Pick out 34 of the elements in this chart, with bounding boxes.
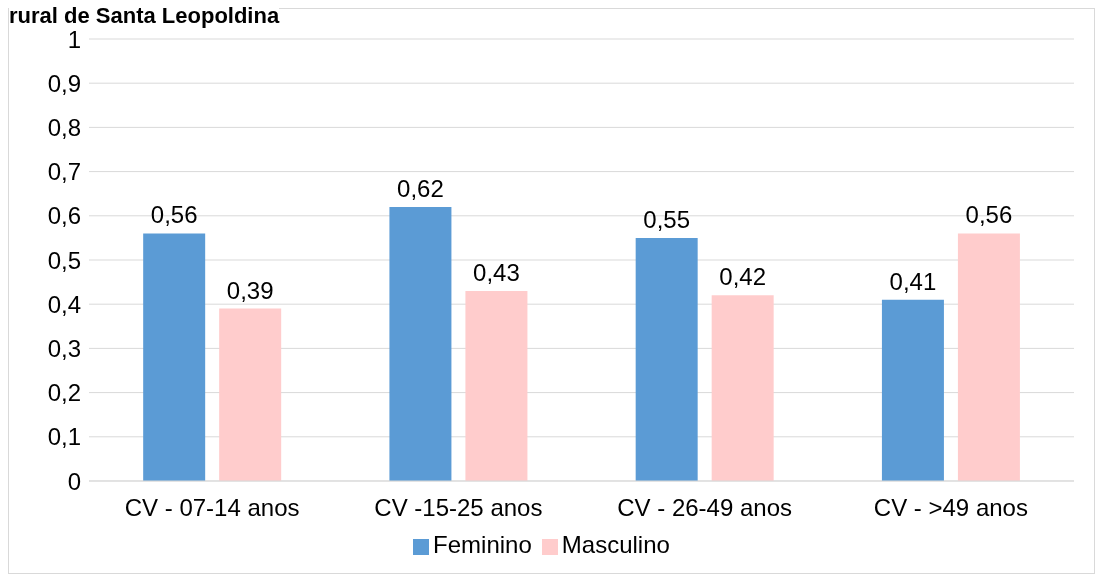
bar bbox=[635, 237, 698, 481]
x-tick-label: CV -15-25 anos bbox=[374, 494, 543, 522]
bar bbox=[219, 308, 282, 481]
y-tick-label: 0,9 bbox=[47, 69, 81, 97]
chart-title: rural de Santa Leopoldina bbox=[9, 3, 280, 28]
data-label: 0,41 bbox=[889, 267, 937, 295]
bar bbox=[465, 290, 528, 481]
bar bbox=[957, 233, 1020, 481]
x-tick-label: CV - >49 anos bbox=[873, 494, 1028, 522]
bar bbox=[711, 295, 774, 481]
data-label: 0,39 bbox=[226, 276, 274, 304]
y-tick-label: 0,8 bbox=[47, 113, 81, 141]
legend-label: Feminino bbox=[433, 531, 532, 558]
y-tick-label: 0,5 bbox=[47, 246, 81, 274]
bar bbox=[389, 206, 452, 481]
bar bbox=[143, 233, 206, 481]
y-tick-label: 0,6 bbox=[47, 202, 81, 230]
legend-label: Masculino bbox=[561, 531, 670, 558]
y-tick-label: 1 bbox=[67, 25, 81, 53]
y-tick-label: 0,4 bbox=[47, 290, 81, 318]
data-label: 0,56 bbox=[965, 201, 1013, 229]
data-label: 0,62 bbox=[397, 174, 444, 202]
y-tick-label: 0 bbox=[67, 467, 81, 495]
y-tick-label: 0,7 bbox=[47, 158, 81, 186]
x-tick-label: CV - 07-14 anos bbox=[124, 494, 300, 522]
y-tick-label: 0,3 bbox=[47, 334, 81, 362]
data-label: 0,55 bbox=[643, 205, 691, 233]
data-label: 0,43 bbox=[473, 258, 520, 286]
data-label: 0,42 bbox=[719, 263, 767, 291]
y-tick-label: 0,1 bbox=[47, 423, 81, 451]
bar bbox=[881, 299, 944, 481]
data-label: 0,56 bbox=[150, 201, 198, 229]
x-tick-label: CV - 26-49 anos bbox=[617, 494, 793, 522]
y-tick-label: 0,2 bbox=[47, 379, 81, 407]
